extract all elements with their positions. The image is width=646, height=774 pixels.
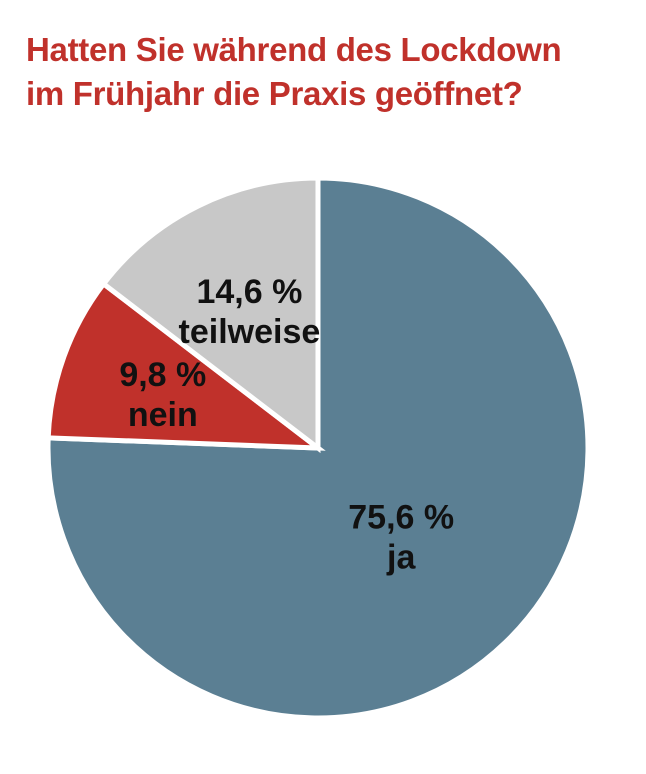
pie-label-category: teilweise [179,313,321,351]
chart-title: Hatten Sie während des Lockdown im Frühj… [26,28,626,116]
pie-slice-teilweise [100,175,321,454]
pie-slice-nein [45,280,326,451]
chart-title-line-2: im Frühjahr die Praxis geöffnet? [26,75,523,112]
pie-label-category: nein [128,396,198,434]
pie-label-category: ja [386,538,416,576]
pie-label-value: 14,6 % [196,273,302,311]
pie-label-ja: 75,6 % ja [348,498,454,576]
pie-label-value: 9,8 % [119,356,206,394]
pie-label-nein: 9,8 % nein [119,356,206,434]
pie-label-value: 75,6 % [348,498,454,536]
pie-slices [45,175,591,721]
chart-title-line-1: Hatten Sie während des Lockdown [26,31,562,68]
pie-label-teilweise: 14,6 % teilweise [179,273,321,351]
